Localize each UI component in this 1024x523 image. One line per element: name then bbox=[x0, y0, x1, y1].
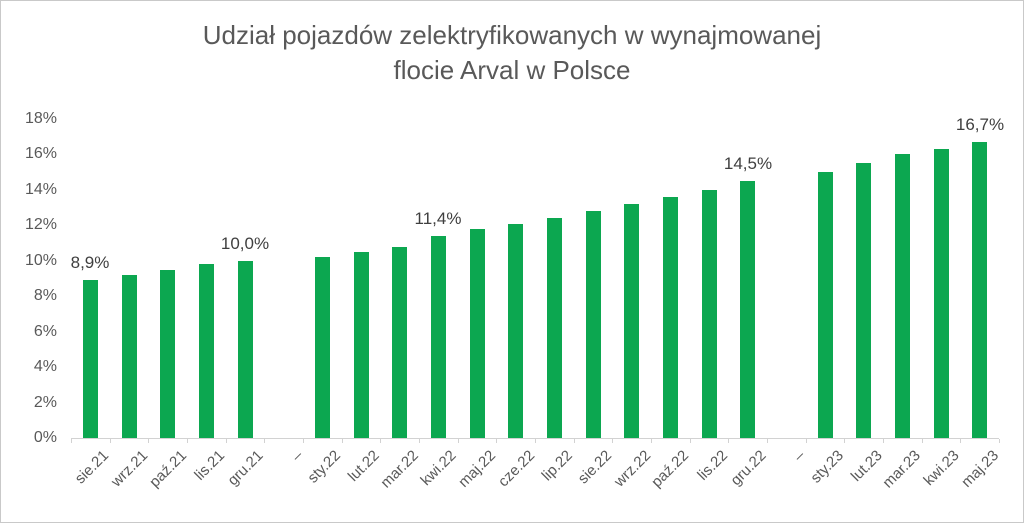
x-axis-tick-label-text: mar.23 bbox=[879, 447, 925, 492]
x-axis-tick-label-text: sty.23 bbox=[807, 447, 848, 487]
bar-data-label: 11,4% bbox=[414, 209, 462, 228]
axis-tick-mark bbox=[264, 439, 265, 443]
x-axis-tick-label-text: lis.22 bbox=[694, 447, 732, 484]
axis-tick-mark bbox=[806, 439, 807, 443]
x-axis-line bbox=[71, 438, 999, 439]
axis-tick-mark bbox=[110, 439, 111, 443]
x-axis-tick-label-text: kwi.23 bbox=[920, 447, 964, 490]
x-axis-tick-label-text: lis.21 bbox=[191, 447, 229, 484]
bar bbox=[315, 257, 330, 438]
y-axis-tick-label: 10% bbox=[24, 251, 57, 269]
x-axis-tick-label-text: paź.22 bbox=[648, 447, 693, 491]
axis-tick-mark bbox=[690, 439, 691, 443]
axis-tick-mark bbox=[187, 439, 188, 443]
axis-tick-mark bbox=[999, 439, 1000, 443]
axis-tick-mark bbox=[574, 439, 575, 443]
axis-tick-mark bbox=[380, 439, 381, 443]
bar bbox=[199, 264, 214, 438]
axis-tick-mark bbox=[844, 439, 845, 443]
bar bbox=[740, 181, 755, 438]
bar bbox=[663, 197, 678, 438]
axis-tick-mark bbox=[458, 439, 459, 443]
x-axis-tick-label-text: gru.21 bbox=[224, 447, 268, 490]
bar bbox=[547, 218, 562, 438]
bar bbox=[702, 190, 717, 438]
axis-tick-mark bbox=[496, 439, 497, 443]
bar bbox=[470, 229, 485, 438]
chart-title-line-2: flocie Arval w Polsce bbox=[393, 55, 631, 85]
x-axis-tick-label-text: sie.21 bbox=[71, 447, 113, 488]
y-axis-tick-label: 8% bbox=[33, 287, 57, 305]
bar bbox=[586, 211, 601, 438]
axis-tick-mark bbox=[612, 439, 613, 443]
x-axis-tick-label-text: cze.22 bbox=[494, 447, 539, 491]
x-axis-tick-label-text: sty.22 bbox=[304, 447, 345, 487]
x-axis-tick-label-text: paź.21 bbox=[146, 447, 191, 491]
axis-tick-mark bbox=[960, 439, 961, 443]
axis-tick-mark bbox=[883, 439, 884, 443]
axis-tick-mark bbox=[226, 439, 227, 443]
y-axis-tick-label: 2% bbox=[33, 393, 57, 411]
bar-data-label: 14,5% bbox=[723, 154, 773, 173]
bar bbox=[83, 280, 98, 438]
x-axis-tick-label-text: kwi.22 bbox=[417, 447, 461, 490]
bar-data-label: 16,7% bbox=[955, 115, 1005, 134]
y-axis-tick-label: 18% bbox=[24, 110, 57, 127]
y-axis-tick-label: 6% bbox=[33, 322, 57, 340]
bar bbox=[122, 275, 137, 438]
chart-title-line-1: Udział pojazdów zelektryfikowanych w wyn… bbox=[202, 20, 822, 50]
axis-tick-mark bbox=[535, 439, 536, 443]
axis-tick-mark bbox=[342, 439, 343, 443]
bar bbox=[431, 236, 446, 438]
bar bbox=[624, 204, 639, 438]
x-axis-tick-label-text: wrz.22 bbox=[610, 447, 655, 491]
bar bbox=[818, 172, 833, 438]
axis-tick-mark bbox=[767, 439, 768, 443]
y-axis-tick-label: 14% bbox=[24, 180, 57, 198]
axis-tick-mark bbox=[71, 439, 72, 443]
bar bbox=[508, 224, 523, 438]
x-axis-tick-label-text: – bbox=[790, 447, 809, 465]
bar bbox=[972, 142, 987, 438]
bar bbox=[934, 149, 949, 438]
axis-tick-mark bbox=[148, 439, 149, 443]
axis-tick-mark bbox=[303, 439, 304, 443]
bar bbox=[354, 252, 369, 438]
axis-tick-mark bbox=[651, 439, 652, 443]
bar bbox=[895, 154, 910, 438]
bar bbox=[392, 247, 407, 438]
bar bbox=[238, 261, 253, 438]
x-axis-tick-label-text: maj.23 bbox=[958, 447, 1003, 491]
x-axis-tick-label-text: gru.22 bbox=[727, 447, 771, 490]
x-axis-tick-label-text: sie.22 bbox=[574, 447, 616, 488]
y-axis-tick-label: 4% bbox=[33, 358, 57, 376]
bar bbox=[856, 163, 871, 438]
x-axis-tick-label-text: wrz.21 bbox=[107, 447, 152, 491]
x-axis-tick-label-text: maj.22 bbox=[455, 447, 500, 491]
chart-title: Udział pojazdów zelektryfikowanych w wyn… bbox=[1, 18, 1023, 88]
axis-tick-mark bbox=[922, 439, 923, 443]
y-axis-tick-label: 0% bbox=[33, 429, 57, 446]
y-axis-tick-label: 16% bbox=[24, 145, 57, 163]
x-axis-tick-label-text: mar.22 bbox=[377, 447, 423, 492]
bar bbox=[160, 270, 175, 438]
y-axis-tick-label: 12% bbox=[24, 216, 57, 234]
axis-tick-mark bbox=[419, 439, 420, 443]
x-axis-tick-label-text: lip.22 bbox=[538, 447, 577, 485]
x-axis-tick-label-text: – bbox=[288, 447, 307, 465]
axis-tick-mark bbox=[728, 439, 729, 443]
bar-data-label: 10,0% bbox=[220, 234, 270, 253]
bar-data-label: 8,9% bbox=[70, 253, 110, 272]
